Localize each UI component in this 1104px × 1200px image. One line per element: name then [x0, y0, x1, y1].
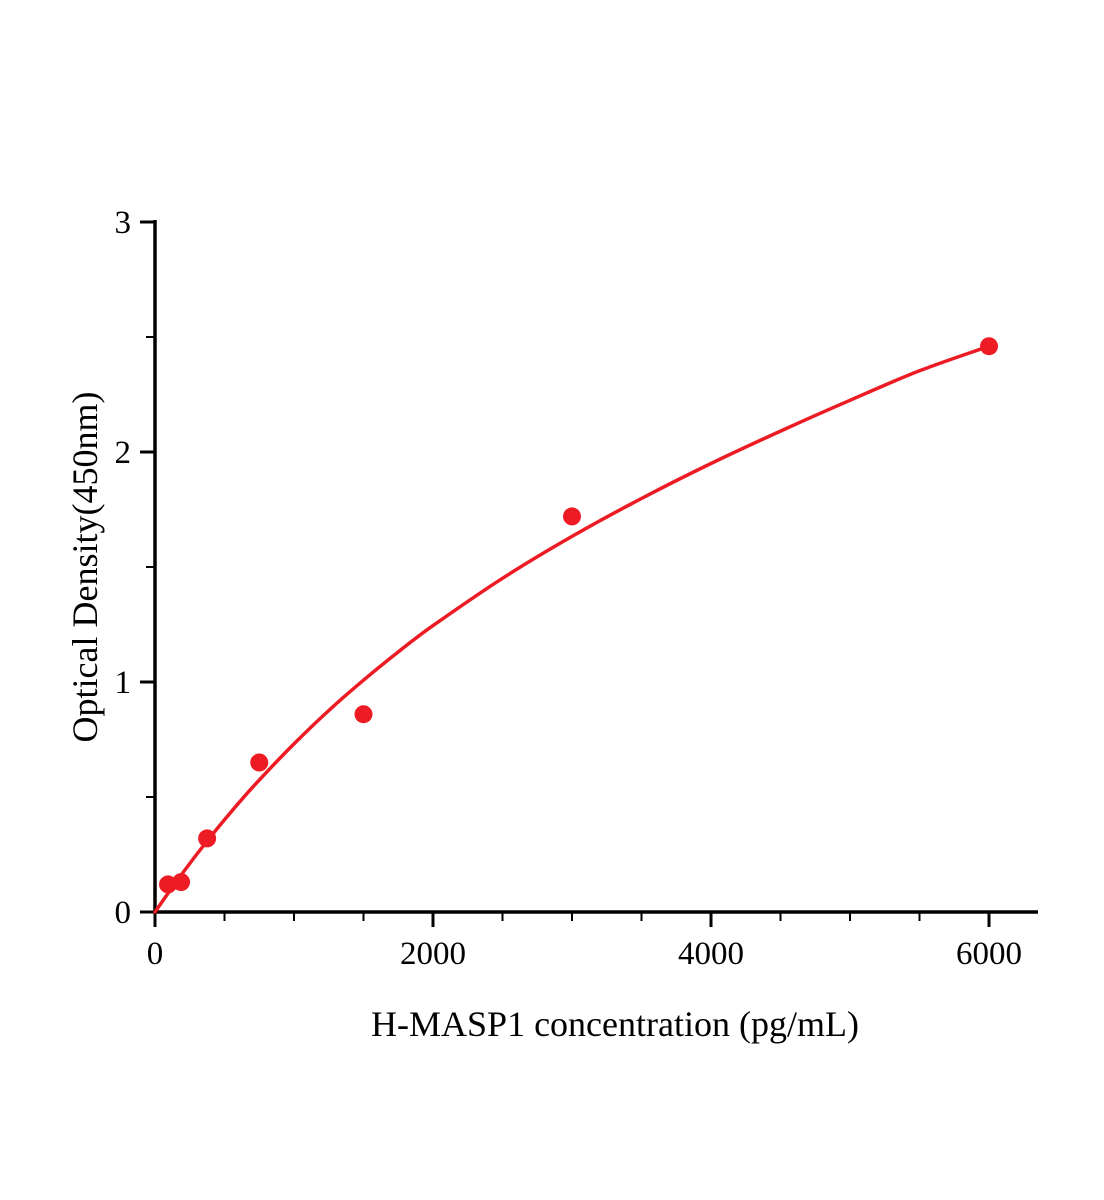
y-tick-label: 1	[115, 665, 132, 701]
data-point	[980, 337, 998, 356]
x-tick-label: 2000	[400, 936, 466, 972]
x-axis-title: H-MASP1 concentration (pg/mL)	[371, 1004, 859, 1044]
x-tick-label: 4000	[678, 936, 744, 972]
y-tick-label: 0	[115, 895, 132, 931]
data-point	[198, 829, 217, 848]
data-points	[159, 337, 998, 894]
y-axis: 0 1 2 3	[115, 205, 157, 931]
y-tick-label: 2	[115, 435, 132, 471]
data-point	[250, 753, 269, 772]
x-tick-label: 6000	[956, 936, 1022, 972]
data-point	[354, 705, 373, 724]
y-axis-title: Optical Density(450nm)	[65, 392, 105, 743]
data-point	[563, 507, 581, 526]
x-tick-label: 0	[147, 936, 164, 972]
data-point	[172, 873, 191, 892]
y-tick-label: 3	[115, 205, 132, 241]
x-axis: 0 2000 4000 6000	[147, 910, 1038, 972]
fit-curve	[153, 344, 991, 914]
